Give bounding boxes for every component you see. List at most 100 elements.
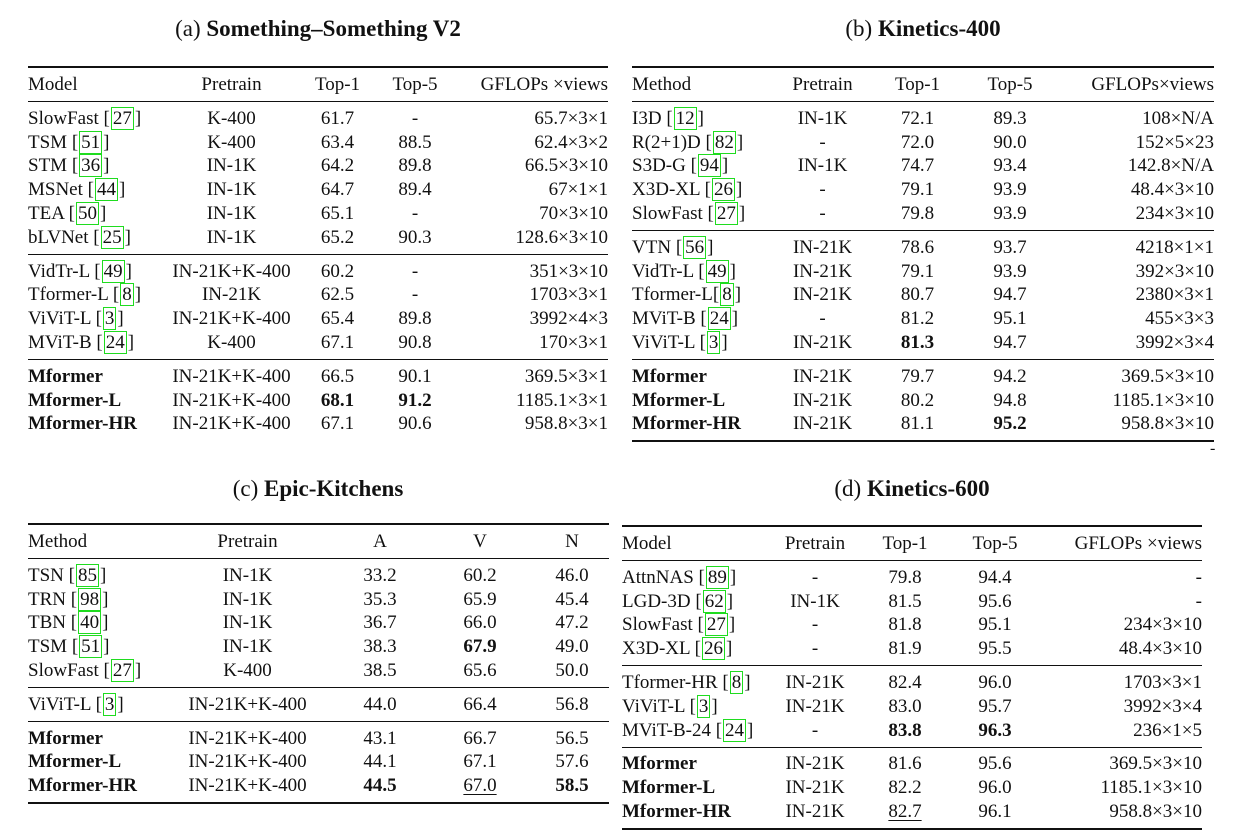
- value-cell: 94.7: [993, 284, 1027, 306]
- value-cell: 89.8: [398, 308, 432, 330]
- value-cell: IN-21K+K-400: [188, 775, 307, 797]
- method-cell: ViViT-L [3]: [28, 307, 124, 331]
- table-row: SlowFast [27] K-400 61.7 - 65.7×3×1: [28, 102, 608, 131]
- title-dataset: Epic-Kitchens: [264, 476, 404, 501]
- citation-link[interactable]: 27: [110, 106, 134, 130]
- value-cell: 64.7: [320, 179, 355, 201]
- citation-link[interactable]: 24: [723, 718, 747, 742]
- value-cell: 83.0: [888, 695, 922, 717]
- citation-link[interactable]: 24: [707, 307, 731, 331]
- table-kinetics-600: Model Pretrain Top-1 Top-5 GFLOPs ×views Attn…: [622, 525, 1202, 830]
- citation-link[interactable]: 27: [110, 659, 134, 683]
- citation-link[interactable]: 56: [683, 235, 707, 259]
- value-cell: 56.5: [535, 720, 609, 751]
- value-cell: 91.2: [375, 389, 455, 413]
- column-header: GFLOPs ×views: [455, 67, 608, 102]
- method-cell: ViViT-L [3]: [28, 686, 160, 722]
- value-cell: IN-21K+K-400: [172, 308, 291, 330]
- citation-link[interactable]: 24: [103, 331, 127, 355]
- table-row: ViViT-L [3] IN-21K+K-400 44.0 66.4 56.8: [28, 686, 609, 722]
- method-name: STM: [28, 155, 68, 177]
- value-cell: 81.6: [860, 746, 950, 777]
- header-row: Method Pretrain Top-1 Top-5 GFLOPs×views: [632, 67, 1214, 102]
- citation-link[interactable]: 36: [79, 154, 103, 178]
- value-cell: IN-1K: [206, 179, 257, 201]
- value-cell: 369.5×3×10: [1040, 746, 1202, 777]
- value-cell: 65.4: [320, 308, 355, 330]
- citation-link[interactable]: 49: [705, 259, 729, 283]
- value-cell: 74.7: [900, 155, 935, 177]
- method-cell: X3D-XL [26]: [622, 637, 733, 661]
- citation-link[interactable]: 40: [78, 611, 102, 635]
- citation-link[interactable]: 51: [79, 130, 103, 154]
- citation-link[interactable]: 94: [697, 154, 721, 178]
- citation-link[interactable]: 89: [705, 565, 729, 589]
- method-cell: MSNet [44]: [28, 178, 126, 202]
- row-group: AttnNAS [89] - 79.8 94.4 - LGD-3D [62] IN-1K 81…: [622, 561, 1202, 666]
- citation-link[interactable]: 27: [704, 613, 728, 637]
- method-cell: Mformer: [28, 358, 163, 389]
- table-row: ViViT-L [3] IN-21K 81.3 94.7 3992×3×4: [632, 331, 1214, 359]
- value-cell: IN-1K: [797, 155, 848, 177]
- value-cell: 44.0: [335, 686, 425, 722]
- citation-link[interactable]: 8: [120, 283, 134, 307]
- citation-link[interactable]: 3: [102, 307, 117, 331]
- citation-link[interactable]: 26: [701, 637, 725, 661]
- column-header: Pretrain: [163, 67, 300, 102]
- method-name: TSM: [28, 636, 68, 658]
- column-header: Model: [622, 526, 770, 561]
- value-cell: 45.4: [555, 588, 589, 610]
- value-cell: 128.6×3×10: [515, 226, 608, 248]
- value-cell: 455×3×3: [1145, 308, 1214, 330]
- citation-link[interactable]: 62: [702, 589, 726, 613]
- citation-link[interactable]: 50: [75, 202, 99, 226]
- citation-link[interactable]: 44: [94, 178, 118, 202]
- value-cell: IN-21K: [792, 413, 853, 435]
- citation-link[interactable]: 27: [714, 202, 738, 226]
- value-cell: -: [811, 614, 819, 636]
- value-cell: 1703×3×1: [529, 284, 608, 306]
- value-cell: IN-21K: [201, 284, 262, 306]
- value-cell: 47.2: [555, 612, 589, 634]
- citation-link[interactable]: 49: [101, 259, 125, 283]
- value-cell: 81.1: [900, 413, 935, 435]
- value: 96.3: [978, 719, 1012, 741]
- value-cell: 83.8: [860, 719, 950, 747]
- value-cell: 94.7: [993, 332, 1027, 354]
- citation-link[interactable]: 8: [720, 283, 734, 307]
- value-cell: IN-21K+K-400: [160, 720, 335, 751]
- value-cell: -: [811, 638, 819, 660]
- citation-link[interactable]: 85: [75, 563, 99, 587]
- value-cell: 95.1: [993, 308, 1027, 330]
- citation-link[interactable]: 3: [696, 694, 711, 718]
- citation-link[interactable]: 26: [711, 178, 735, 202]
- citation-link[interactable]: 82: [712, 130, 736, 154]
- value-cell: 96.0: [950, 665, 1040, 695]
- citation-link[interactable]: 51: [79, 635, 103, 659]
- value-cell: -: [819, 203, 826, 225]
- citation-link[interactable]: 98: [78, 587, 102, 611]
- value-cell: 170×3×1: [539, 332, 608, 354]
- value: 58.5: [555, 775, 589, 797]
- table-row: TBN [40] IN-1K 36.7 66.0 47.2: [28, 611, 609, 636]
- method-cell: Mformer: [632, 358, 760, 389]
- value-cell: 72.1: [900, 107, 935, 129]
- method-cell: bLVNet [25]: [28, 225, 131, 249]
- value-cell: 70×3×10: [539, 203, 608, 225]
- citation-link[interactable]: 8: [729, 671, 744, 695]
- table-row: MSNet [44] IN-1K 64.7 89.4 67×1×1: [28, 178, 608, 202]
- method-cell: Tformer-L[8]: [632, 283, 742, 307]
- value-cell: 66.4: [425, 686, 535, 722]
- method-name: VTN: [632, 236, 672, 258]
- citation-link[interactable]: 3: [102, 692, 117, 716]
- value-cell: K-400: [207, 131, 256, 153]
- method-name: ViViT-L: [622, 695, 685, 717]
- citation-link[interactable]: 3: [706, 331, 721, 355]
- citation-link[interactable]: 12: [673, 106, 697, 130]
- citation-link[interactable]: 25: [100, 225, 124, 249]
- column-header: Top-1: [300, 67, 375, 102]
- column-header: Top-5: [375, 67, 455, 102]
- table-row: SlowFast [27] - 79.8 93.9 234×3×10: [632, 202, 1214, 230]
- value-cell: 93.9: [993, 260, 1027, 282]
- value-cell: 58.5: [535, 774, 609, 803]
